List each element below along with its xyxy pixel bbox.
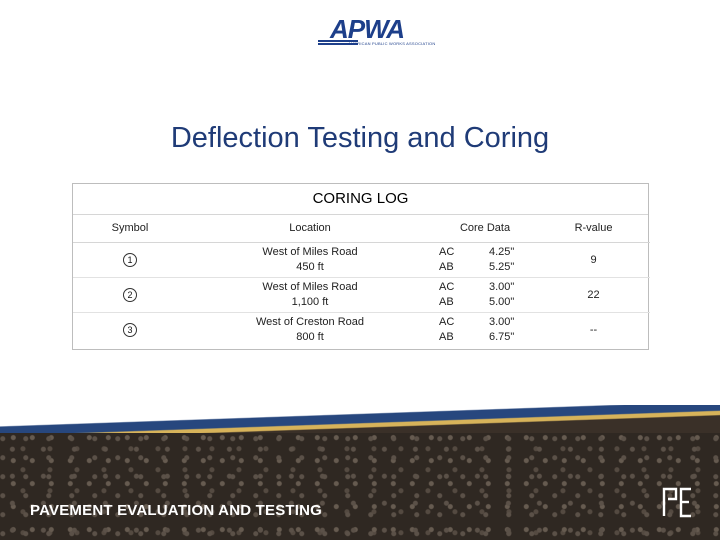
thickness: 5.00" — [489, 296, 515, 308]
location-distance: 1,100 ft — [291, 296, 329, 308]
column-header-r-value: R-value — [537, 215, 651, 243]
r-value-cell: -- — [589, 323, 598, 336]
r-value-cell: 22 — [537, 277, 651, 313]
thickness-cell: 4.25" 5.25" — [483, 242, 538, 278]
location-distance: 450 ft — [296, 261, 324, 273]
column-header-symbol: Symbol — [73, 215, 187, 243]
circled-number-icon: 3 — [123, 322, 137, 337]
header-row: Symbol Location Core Data R-value — [73, 215, 651, 243]
table-row: 1 West of Miles Road 450 ft AC AB 4.25" 5.2… — [73, 242, 651, 278]
slide-title: Deflection Testing and Coring — [170, 122, 550, 154]
coring-log-heading: CORING LOG — [73, 184, 648, 215]
location-name: West of Miles Road — [262, 281, 358, 293]
table-row: 2 West of Miles Road 1,100 ft AC AB 3.00" 5… — [73, 277, 651, 313]
location-cell: West of Miles Road 450 ft — [187, 242, 433, 278]
footer-stripe — [0, 405, 720, 435]
logo-stripes — [318, 40, 358, 48]
symbol-cell: 1 — [73, 242, 187, 278]
symbol-cell: 3 — [73, 313, 187, 348]
thickness: 6.75" — [489, 331, 515, 344]
pe-logo-icon — [662, 487, 691, 518]
material: AB — [439, 296, 454, 308]
coring-log-table: CORING LOG Symbol Location Core Data R-v… — [72, 183, 651, 350]
r-value-cell: 9 — [537, 242, 651, 278]
material: AB — [439, 331, 454, 344]
pavement-footer-band — [0, 405, 720, 540]
coring-log-grid: Symbol Location Core Data R-value 1 West… — [73, 215, 651, 348]
location-name: West of Creston Road — [255, 316, 364, 329]
location-cell: West of Miles Road 1,100 ft — [187, 277, 433, 313]
footer-label: PAVEMENT EVALUATION AND TESTING — [30, 502, 323, 519]
material: AC — [439, 316, 455, 329]
logo-wordmark: APWA — [330, 14, 405, 44]
location-name: West of Miles Road — [262, 246, 358, 258]
location-distance: 800 ft — [296, 331, 324, 344]
thickness: 3.00" — [489, 316, 515, 329]
thickness: 5.25" — [489, 261, 515, 273]
table-row: 3 West of Creston Road 800 ft AC AB 3.00" 6… — [73, 313, 650, 348]
thickness-cell: 3.00" 5.00" — [483, 277, 538, 313]
circled-number-icon: 1 — [123, 252, 137, 267]
material: AB — [439, 261, 454, 273]
apwa-logo: APWA AMERICAN PUBLIC WORKS ASSOCIATION — [316, 14, 435, 50]
thickness: 4.25" — [489, 246, 515, 258]
material-cell: AC AB — [433, 242, 483, 278]
asphalt-texture — [0, 433, 720, 540]
material-cell: AC AB — [433, 313, 483, 348]
symbol-cell: 2 — [73, 277, 187, 313]
location-cell: West of Creston Road 800 ft — [187, 313, 433, 348]
circled-number-icon: 2 — [123, 287, 137, 302]
thickness: 3.00" — [489, 281, 515, 293]
material: AC — [439, 281, 455, 293]
column-header-core-data: Core Data — [433, 215, 538, 243]
material: AC — [439, 246, 455, 258]
logo-tagline: AMERICAN PUBLIC WORKS ASSOCIATION — [348, 41, 436, 46]
column-header-location: Location — [187, 215, 433, 243]
material-cell: AC AB — [433, 277, 483, 313]
thickness-cell: 3.00" 6.75" — [483, 313, 537, 348]
